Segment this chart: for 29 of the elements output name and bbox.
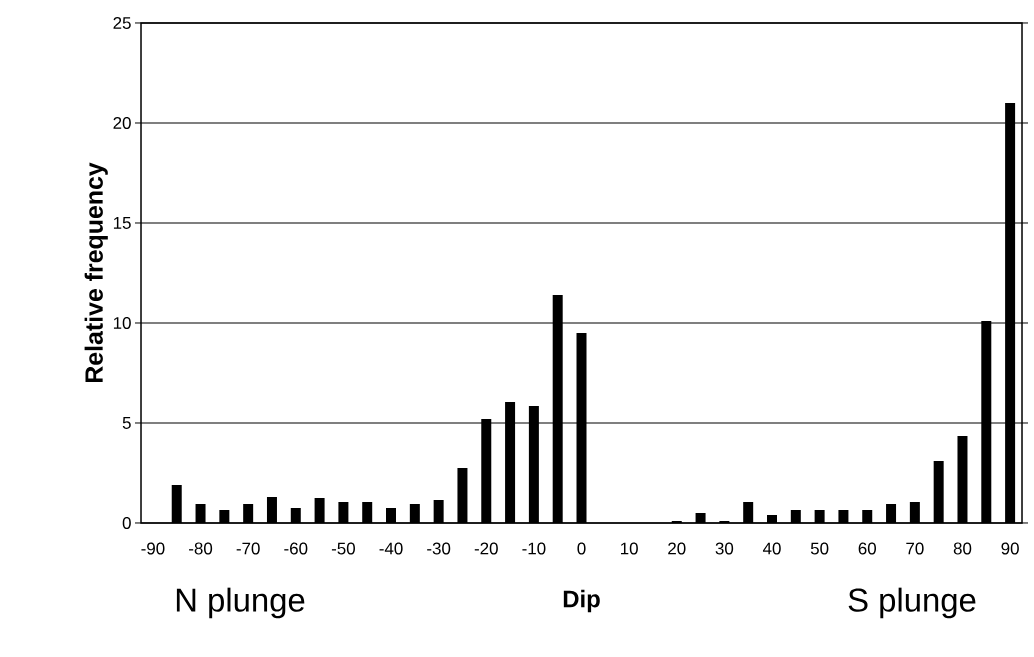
x-tick-label: 60 — [858, 542, 876, 555]
x-tick-label: 80 — [953, 542, 972, 555]
x-tick-label: 0 — [577, 542, 586, 555]
y-axis-title: Relative frequency — [84, 162, 108, 383]
y-tick-label: 15 — [113, 217, 131, 229]
x-tick-label: 70 — [906, 542, 924, 555]
x-tick-label: -80 — [189, 542, 213, 555]
text: S plunge — [848, 587, 976, 619]
x-tick-label: 20 — [668, 542, 686, 555]
x-tick-label: -10 — [522, 542, 546, 555]
x-tick-label: -50 — [331, 542, 355, 555]
x-tick-label: 30 — [715, 542, 734, 555]
x-tick-label: 40 — [762, 542, 781, 555]
x-tick-label: 10 — [621, 542, 638, 555]
x-tick-label: -20 — [474, 542, 498, 555]
x-tick-label: 90 — [1001, 542, 1019, 555]
y-tick-label: 0 — [122, 516, 131, 529]
y-tick-label: 10 — [113, 316, 131, 329]
x-tick-label: -90 — [141, 542, 165, 555]
x-tick-label: -30 — [427, 542, 451, 555]
y-tick-label: 25 — [113, 16, 131, 29]
x-tick-label: 50 — [810, 542, 829, 555]
x-tick-label: -60 — [284, 542, 308, 555]
y-tick-label: 20 — [113, 116, 131, 129]
y-tick-label: 5 — [122, 417, 131, 429]
x-axis-title: Dip — [563, 589, 600, 613]
x-tick-label: -70 — [236, 542, 260, 555]
x-tick-label: -40 — [379, 542, 403, 555]
text: N plunge — [176, 587, 305, 619]
